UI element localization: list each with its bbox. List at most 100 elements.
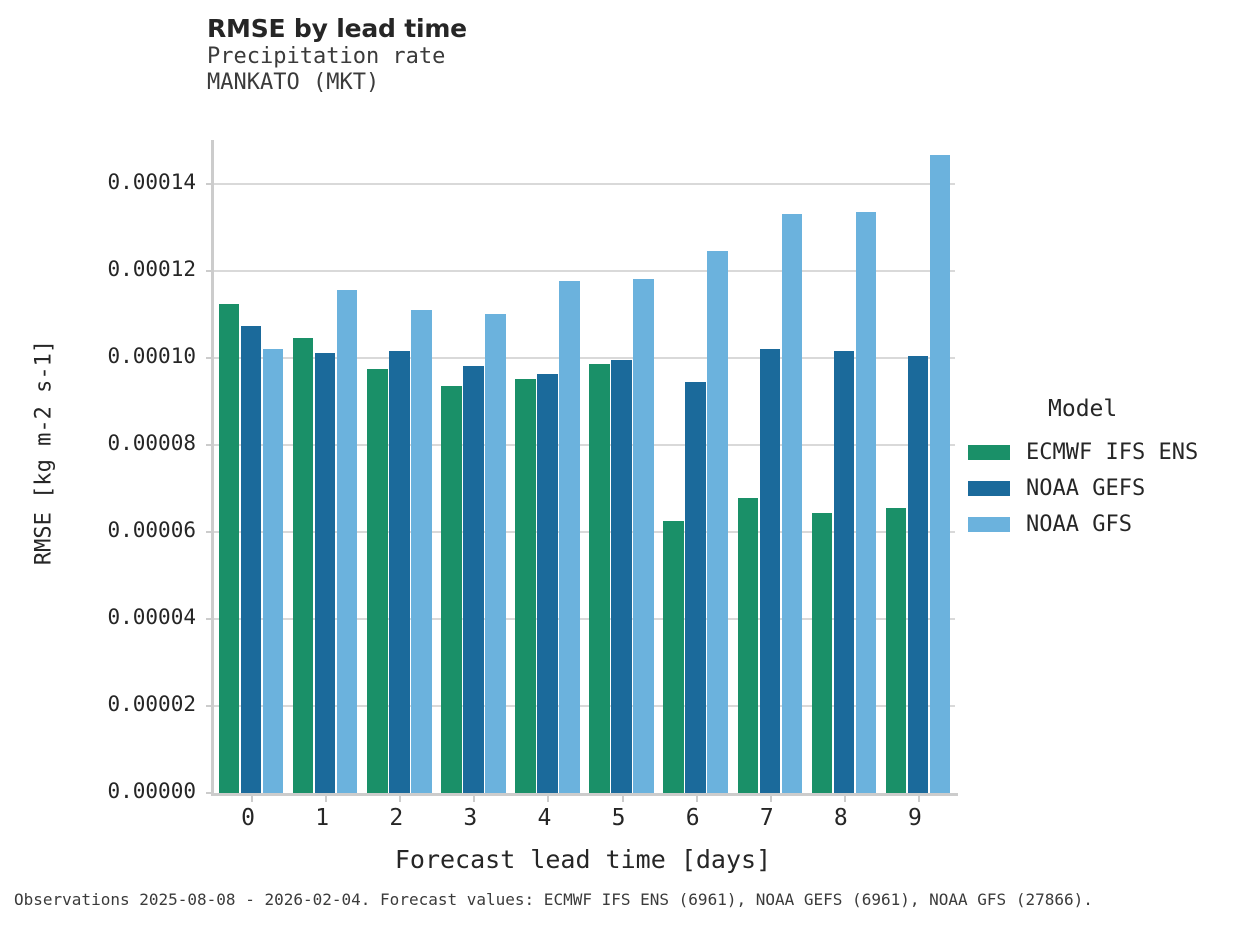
y-axis-tick-label: 0.00004 bbox=[107, 604, 196, 629]
x-axis-tick-label: 9 bbox=[908, 805, 922, 831]
chart-subtitle: Precipitation rate bbox=[207, 44, 446, 69]
bar[interactable] bbox=[737, 498, 758, 793]
bar[interactable] bbox=[262, 349, 284, 793]
legend-item[interactable]: NOAA GFS bbox=[968, 506, 1248, 542]
x-axis-tick-label: 7 bbox=[759, 805, 774, 831]
x-axis-tick bbox=[843, 795, 846, 802]
footer-caption: Observations 2025-08-08 - 2026-02-04. Fo… bbox=[14, 890, 1093, 909]
bar-group bbox=[367, 140, 432, 793]
bar[interactable] bbox=[485, 314, 506, 793]
bar-group bbox=[663, 140, 728, 793]
y-axis-tick bbox=[206, 704, 214, 707]
bar-group bbox=[292, 140, 358, 793]
legend-swatch-icon bbox=[968, 480, 1010, 496]
bar[interactable] bbox=[336, 290, 358, 793]
bar[interactable] bbox=[367, 369, 388, 793]
x-axis-tick bbox=[769, 795, 772, 802]
legend-item-label: NOAA GEFS bbox=[1026, 475, 1146, 501]
gridline bbox=[214, 530, 955, 533]
legend-title: Model bbox=[1048, 396, 1118, 422]
gridline bbox=[214, 617, 955, 620]
bar[interactable] bbox=[389, 351, 410, 793]
x-axis-tick bbox=[325, 795, 328, 802]
bar[interactable] bbox=[833, 350, 855, 793]
bar[interactable] bbox=[240, 325, 262, 793]
y-axis-tick-label: 0.00000 bbox=[107, 779, 196, 803]
x-axis-tick-label: 3 bbox=[463, 805, 478, 831]
x-axis-tick bbox=[399, 795, 402, 802]
y-axis-tick-label: 0.00006 bbox=[107, 517, 196, 542]
bar[interactable] bbox=[855, 211, 877, 793]
bar[interactable] bbox=[314, 353, 336, 793]
x-axis-tick-label: 0 bbox=[241, 805, 255, 831]
y-axis-tick bbox=[206, 269, 214, 272]
y-axis-tick-label: 0.00008 bbox=[107, 430, 196, 455]
gridline bbox=[214, 356, 955, 359]
y-axis-tick-label: 0.00010 bbox=[107, 343, 196, 368]
x-axis-tick bbox=[621, 795, 624, 802]
bar[interactable] bbox=[537, 374, 558, 793]
bar[interactable] bbox=[707, 251, 728, 793]
bar-group bbox=[218, 140, 284, 793]
bar[interactable] bbox=[559, 281, 580, 793]
bar[interactable] bbox=[663, 521, 684, 793]
x-axis-tick-label: 1 bbox=[315, 805, 330, 831]
bar[interactable] bbox=[781, 214, 802, 793]
bar[interactable] bbox=[515, 379, 536, 793]
gridline bbox=[214, 182, 955, 185]
bar[interactable] bbox=[589, 364, 610, 793]
gridline bbox=[214, 269, 955, 272]
y-axis-tick bbox=[206, 182, 214, 185]
bar[interactable] bbox=[759, 348, 780, 793]
x-axis-tick-labels: 0 1 2 3 4 5 6 7 8 9 bbox=[211, 805, 955, 835]
bar[interactable] bbox=[411, 309, 432, 793]
bar[interactable] bbox=[441, 385, 462, 793]
bar-group bbox=[441, 140, 506, 793]
plot-inner bbox=[206, 140, 958, 802]
bar[interactable] bbox=[463, 365, 484, 793]
gridline bbox=[214, 704, 955, 707]
gridline bbox=[214, 443, 955, 446]
legend-swatch-icon bbox=[968, 516, 1010, 532]
x-axis-line bbox=[211, 793, 958, 796]
bar-group bbox=[589, 140, 654, 793]
plot-area bbox=[206, 140, 958, 802]
bar[interactable] bbox=[685, 382, 706, 793]
x-axis-tick bbox=[473, 795, 476, 802]
x-axis-tick bbox=[251, 795, 254, 802]
x-axis-tick-label: 2 bbox=[389, 805, 404, 831]
bar[interactable] bbox=[907, 356, 929, 793]
legend-swatch-icon bbox=[968, 444, 1010, 460]
legend-item[interactable]: ECMWF IFS ENS bbox=[968, 434, 1248, 470]
x-axis-tick-label: 4 bbox=[537, 805, 552, 831]
bar[interactable] bbox=[885, 507, 907, 793]
bar-group bbox=[737, 140, 802, 793]
legend-rows: ECMWF IFS ENS NOAA GEFS NOAA GFS bbox=[968, 434, 1248, 542]
x-axis-tick bbox=[917, 795, 920, 802]
y-axis-tick bbox=[206, 617, 214, 620]
x-axis-tick bbox=[695, 795, 698, 802]
legend-item-label: ECMWF IFS ENS bbox=[1026, 439, 1199, 465]
legend-item[interactable]: NOAA GEFS bbox=[968, 470, 1248, 506]
bar[interactable] bbox=[611, 359, 632, 793]
x-axis-tick bbox=[547, 795, 550, 802]
title-block: RMSE by lead time Precipitation rate MAN… bbox=[207, 14, 967, 96]
y-axis-title: RMSE [kg m-2 s-1] bbox=[31, 339, 57, 566]
bar-group bbox=[515, 140, 580, 793]
y-axis-tick-label: 0.00012 bbox=[107, 256, 196, 281]
bar[interactable] bbox=[633, 279, 654, 793]
legend-item-label: NOAA GFS bbox=[1026, 511, 1132, 537]
bar[interactable] bbox=[292, 338, 314, 793]
bar-group bbox=[885, 140, 951, 793]
bar[interactable] bbox=[218, 303, 240, 793]
x-axis-tick-label: 5 bbox=[611, 805, 626, 831]
chart-subtitle-location: MANKATO (MKT) bbox=[207, 70, 380, 95]
y-axis-tick bbox=[206, 530, 214, 533]
x-axis-tick-label: 8 bbox=[833, 805, 848, 831]
y-axis-tick-labels: 0.00000 0.00002 0.00004 0.00006 0.00008 0.000… bbox=[0, 140, 196, 803]
y-axis-tick bbox=[206, 356, 214, 359]
x-axis-tick-label: 6 bbox=[685, 805, 700, 831]
bar[interactable] bbox=[811, 512, 833, 793]
bar[interactable] bbox=[929, 155, 951, 793]
